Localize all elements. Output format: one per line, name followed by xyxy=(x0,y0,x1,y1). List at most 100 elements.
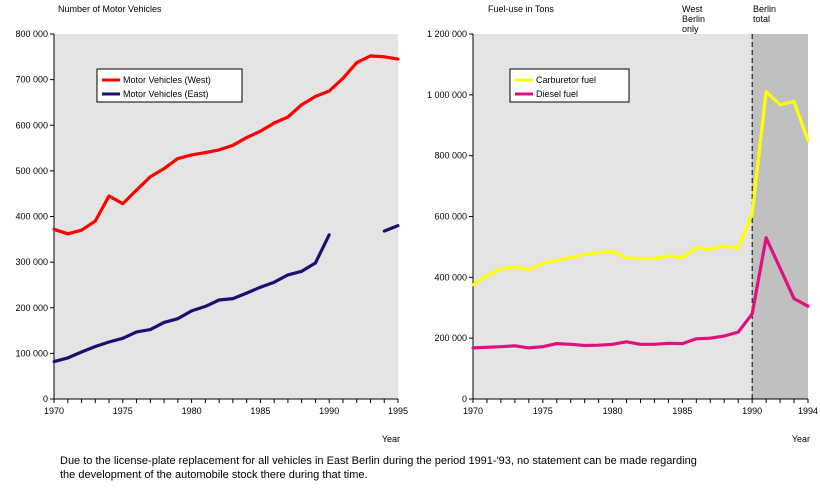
data-point xyxy=(652,342,656,346)
data-point xyxy=(286,273,290,277)
data-point xyxy=(569,342,573,346)
data-point xyxy=(639,342,642,346)
y-tick-label: 200 000 xyxy=(15,303,48,313)
x-tick-label: 1980 xyxy=(603,406,623,416)
y-tick-label: 1 200 000 xyxy=(427,29,467,39)
legend-label: Motor Vehicles (East) xyxy=(123,89,209,99)
data-point xyxy=(313,261,317,265)
data-point xyxy=(680,342,684,346)
y-tick-label: 800 000 xyxy=(434,151,467,161)
data-point xyxy=(93,219,97,223)
data-point xyxy=(93,345,97,349)
x-tick-label: 1985 xyxy=(672,406,692,416)
x-tick-label: 1994 xyxy=(798,406,818,416)
legend-label: Diesel fuel xyxy=(536,89,578,99)
data-point xyxy=(708,336,712,340)
data-point xyxy=(396,57,400,61)
data-point xyxy=(625,256,629,260)
region-label: Berlin total xyxy=(753,4,776,24)
data-point xyxy=(121,202,125,206)
data-point xyxy=(471,283,475,287)
data-point xyxy=(382,55,386,59)
data-point xyxy=(722,244,726,248)
data-point xyxy=(792,297,796,301)
data-point xyxy=(313,95,317,99)
data-point xyxy=(792,100,796,104)
data-point xyxy=(80,228,84,232)
x-axis-label: Year xyxy=(382,434,400,444)
data-point xyxy=(555,259,559,263)
data-point xyxy=(485,345,489,349)
data-point xyxy=(382,229,386,233)
data-point xyxy=(66,232,70,236)
x-tick-label: 1975 xyxy=(533,406,553,416)
data-point xyxy=(190,153,194,157)
y-tick-label: 0 xyxy=(462,394,467,404)
data-point xyxy=(513,344,517,348)
data-point xyxy=(569,256,573,260)
data-point xyxy=(66,356,70,360)
data-point xyxy=(135,188,139,192)
data-point xyxy=(300,269,304,273)
y-tick-label: 100 000 xyxy=(15,348,48,358)
data-point xyxy=(778,266,782,270)
data-point xyxy=(121,336,125,340)
region-shade xyxy=(752,34,808,399)
data-point xyxy=(258,285,262,289)
data-point xyxy=(583,343,587,347)
y-tick-label: 500 000 xyxy=(15,166,48,176)
data-point xyxy=(485,274,489,278)
data-point xyxy=(327,89,331,93)
data-point xyxy=(806,304,810,308)
x-axis-label: Year xyxy=(792,434,810,444)
data-point xyxy=(217,298,221,302)
data-point xyxy=(148,328,152,332)
data-point xyxy=(80,350,84,354)
data-point xyxy=(300,103,304,107)
legend-box xyxy=(509,68,630,103)
data-point xyxy=(499,345,503,349)
data-point xyxy=(368,54,372,58)
data-point xyxy=(652,256,656,260)
data-point xyxy=(162,320,166,324)
data-point xyxy=(541,262,545,266)
chart-title: Number of Motor Vehicles xyxy=(58,4,162,14)
data-point xyxy=(148,175,152,179)
footnote: Due to the license-plate replacement for… xyxy=(60,455,697,481)
data-point xyxy=(203,304,207,308)
y-tick-label: 400 000 xyxy=(15,212,48,222)
data-point xyxy=(527,346,531,350)
data-point xyxy=(471,346,475,350)
data-point xyxy=(750,312,754,316)
chart-title: Fuel-use in Tons xyxy=(488,4,554,14)
data-point xyxy=(107,340,111,344)
y-tick-label: 600 000 xyxy=(15,120,48,130)
y-tick-label: 700 000 xyxy=(15,75,48,85)
data-point xyxy=(708,247,712,251)
data-point xyxy=(680,256,684,260)
data-point xyxy=(764,90,768,94)
data-point xyxy=(583,253,587,257)
data-point xyxy=(231,297,235,301)
data-point xyxy=(736,246,740,250)
data-point xyxy=(203,151,207,155)
data-point xyxy=(176,157,180,161)
data-point xyxy=(135,330,139,334)
x-tick-label: 1990 xyxy=(742,406,762,416)
data-point xyxy=(52,360,56,364)
data-point xyxy=(217,148,221,152)
data-point xyxy=(597,250,601,254)
data-point xyxy=(396,224,400,228)
data-point xyxy=(107,194,111,198)
x-tick-label: 1995 xyxy=(388,406,408,416)
data-point xyxy=(736,330,740,334)
x-tick-label: 1990 xyxy=(319,406,339,416)
x-tick-label: 1970 xyxy=(463,406,483,416)
region-label: West Berlin only xyxy=(682,4,705,34)
data-point xyxy=(694,246,698,250)
data-point xyxy=(527,268,531,272)
data-point xyxy=(666,254,670,258)
legend-label: Motor Vehicles (West) xyxy=(123,75,211,85)
data-point xyxy=(611,249,615,253)
